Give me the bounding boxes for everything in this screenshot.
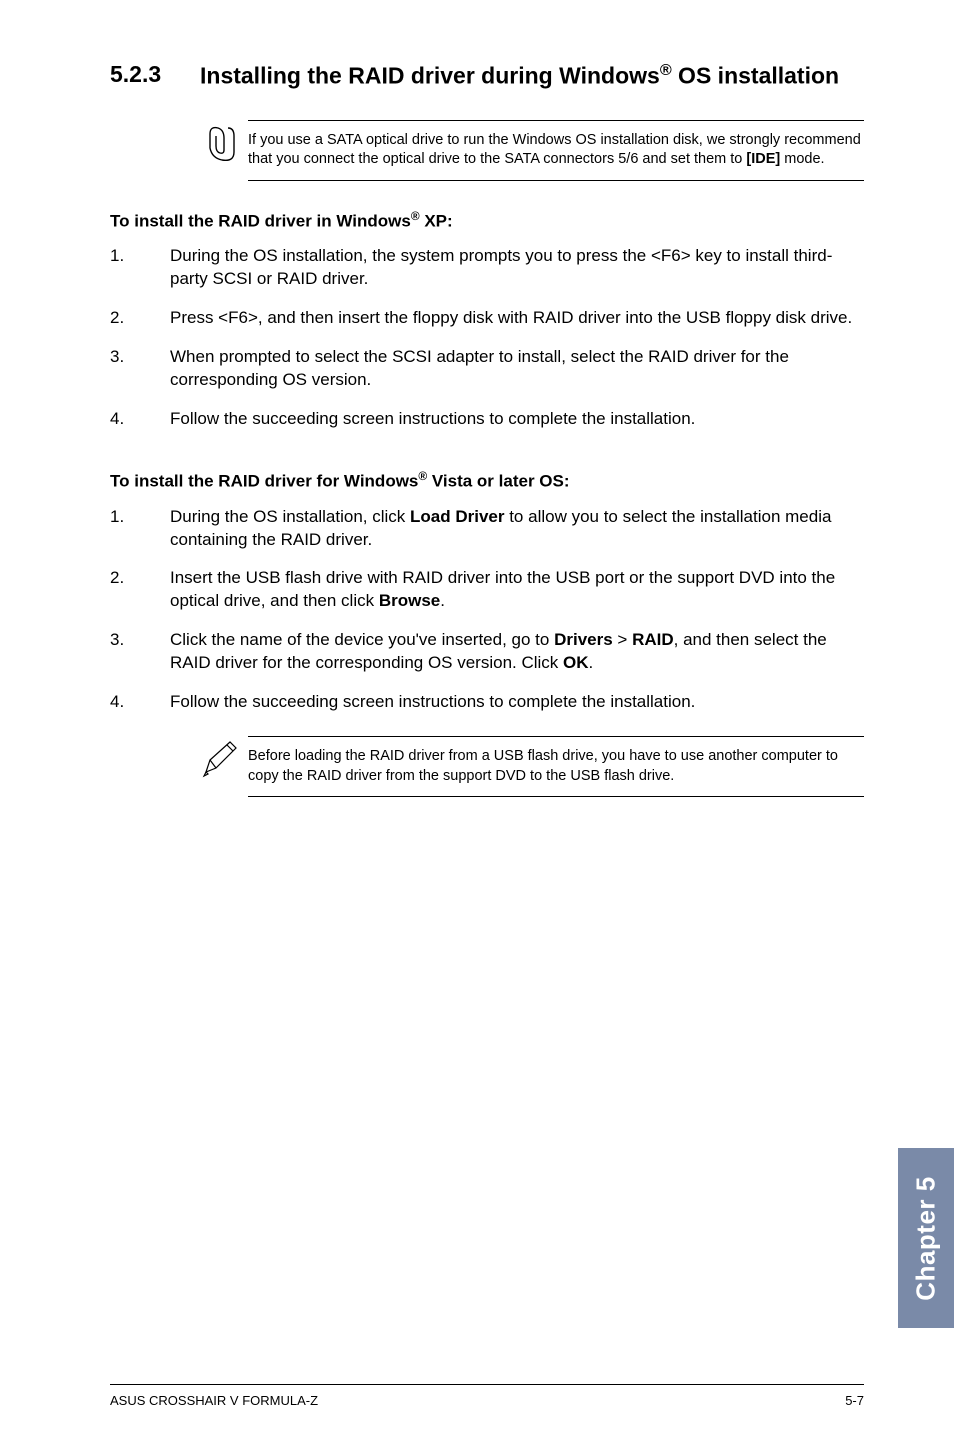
ol-text: Press <F6>, and then insert the floppy d… — [170, 307, 864, 330]
chapter-tab: Chapter 5 — [898, 1148, 954, 1328]
list1-item: 4. Follow the succeeding screen instruct… — [110, 408, 864, 431]
b: Drivers — [554, 630, 613, 649]
footer-right: 5-7 — [845, 1393, 864, 1408]
note2-text: Before loading the RAID driver from a US… — [248, 736, 864, 797]
b: RAID — [632, 630, 674, 649]
ol-text: When prompted to select the SCSI adapter… — [170, 346, 864, 392]
list1-item: 1. During the OS installation, the syste… — [110, 245, 864, 291]
ol-num: 3. — [110, 346, 170, 392]
sub2-suffix: Vista or later OS: — [427, 472, 569, 491]
list2-item: 2. Insert the USB flash drive with RAID … — [110, 567, 864, 613]
ol-num: 1. — [110, 245, 170, 291]
ol-text: During the OS installation, the system p… — [170, 245, 864, 291]
t: . — [440, 591, 445, 610]
list2-item: 3. Click the name of the device you've i… — [110, 629, 864, 675]
b: Load Driver — [410, 507, 504, 526]
note1-text: If you use a SATA optical drive to run t… — [248, 120, 864, 181]
t: Click the name of the device you've inse… — [170, 630, 554, 649]
t: > — [613, 630, 632, 649]
t: Insert the USB flash drive with RAID dri… — [170, 568, 835, 610]
ol-num: 3. — [110, 629, 170, 675]
list2-item: 1. During the OS installation, click Loa… — [110, 506, 864, 552]
section-title: 5.2.3 Installing the RAID driver during … — [110, 60, 864, 92]
ol-num: 4. — [110, 691, 170, 714]
sub2-sup: ® — [418, 469, 427, 483]
pencil-icon — [200, 736, 248, 783]
subheading-xp: To install the RAID driver in Windows® X… — [110, 209, 864, 232]
b: OK — [563, 653, 589, 672]
paperclip-icon — [200, 120, 248, 167]
sub1-prefix: To install the RAID driver in Windows — [110, 211, 411, 230]
ol-num: 1. — [110, 506, 170, 552]
ol-num: 4. — [110, 408, 170, 431]
subheading-vista: To install the RAID driver for Windows® … — [110, 469, 864, 492]
heading-sup: ® — [660, 61, 672, 79]
note-paperclip: If you use a SATA optical drive to run t… — [200, 120, 864, 181]
section-heading: Installing the RAID driver during Window… — [200, 60, 839, 92]
ol-text: Follow the succeeding screen instruction… — [170, 408, 864, 431]
t: . — [589, 653, 594, 672]
sub1-suffix: XP: — [420, 211, 453, 230]
ol-text: Follow the succeeding screen instruction… — [170, 691, 864, 714]
list2-item: 4. Follow the succeeding screen instruct… — [110, 691, 864, 714]
footer-left: ASUS CROSSHAIR V FORMULA-Z — [110, 1393, 318, 1408]
list1-item: 2. Press <F6>, and then insert the flopp… — [110, 307, 864, 330]
page: 5.2.3 Installing the RAID driver during … — [0, 0, 954, 1438]
heading-part-1: Installing the RAID driver during Window… — [200, 63, 660, 89]
heading-part-2: OS installation — [672, 63, 839, 89]
ol-text: During the OS installation, click Load D… — [170, 506, 864, 552]
b: Browse — [379, 591, 440, 610]
chapter-tab-text: Chapter 5 — [911, 1176, 942, 1300]
ol-num: 2. — [110, 307, 170, 330]
note1-bold: [IDE] — [746, 151, 780, 167]
note1-part2: mode. — [780, 151, 824, 167]
list1-item: 3. When prompted to select the SCSI adap… — [110, 346, 864, 392]
t: During the OS installation, click — [170, 507, 410, 526]
sub2-prefix: To install the RAID driver for Windows — [110, 472, 418, 491]
section-number: 5.2.3 — [110, 60, 200, 90]
ol-text: Click the name of the device you've inse… — [170, 629, 864, 675]
ol-text: Insert the USB flash drive with RAID dri… — [170, 567, 864, 613]
note-pencil: Before loading the RAID driver from a US… — [200, 736, 864, 797]
footer: ASUS CROSSHAIR V FORMULA-Z 5-7 — [110, 1384, 864, 1408]
sub1-sup: ® — [411, 209, 420, 223]
ol-num: 2. — [110, 567, 170, 613]
